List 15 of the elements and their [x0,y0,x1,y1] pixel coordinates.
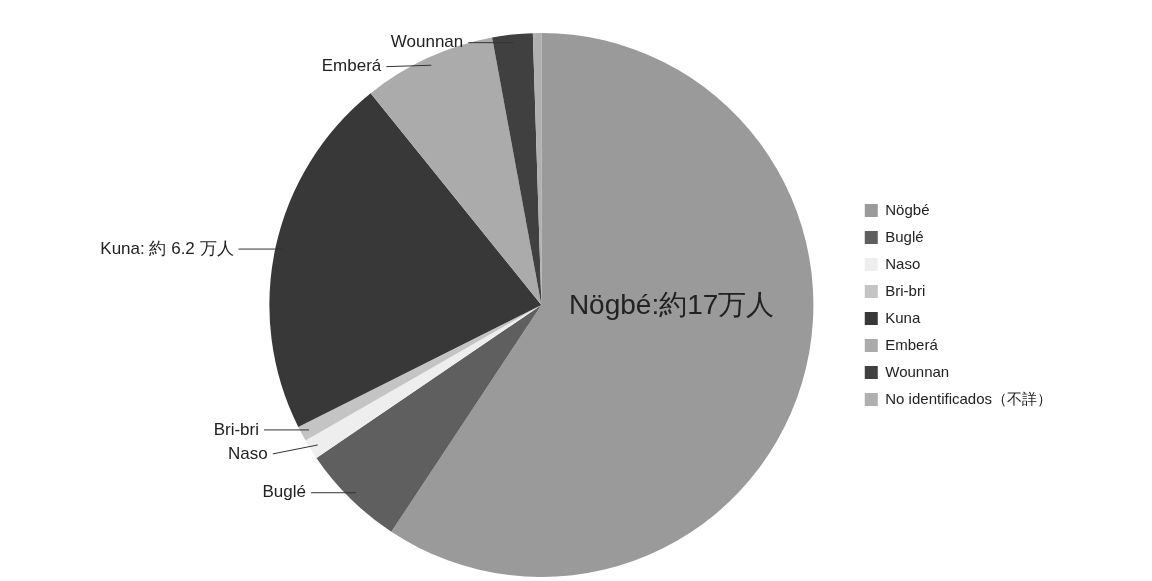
data-label: Wounnan [390,32,464,52]
data-label: Nögbé:約17万人 [568,289,775,321]
legend-label: Bri-bri [885,281,926,299]
data-label: Bri-bri [213,419,259,439]
data-label: Buglé [262,482,306,502]
legend-label: Naso [885,254,921,272]
legend-label: Kuna [885,308,921,326]
legend-label: Emberá [885,335,939,353]
legend-label: Wounnan [885,362,950,380]
data-label: Kuna: 約 6.2 万人 [100,238,234,258]
data-label: Naso [228,443,268,463]
legend-label: Nögbé [885,200,930,218]
legend-label: Buglé [885,227,924,245]
legend-label: No identificados（不詳） [885,389,1053,407]
data-label: Emberá [321,56,382,76]
